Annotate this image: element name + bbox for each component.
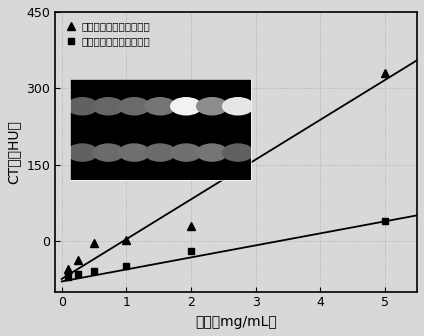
充填离子液体的二氧化锦	[66, 276, 71, 280]
充填离子液体的二氧化锦	[382, 219, 387, 223]
Line: 充填离子液体的二氧化锦: 充填离子液体的二氧化锦	[65, 218, 388, 281]
充填槐耳多糖的二氧化锦	[75, 258, 81, 262]
充填槐耳多糖的二氧化锦	[66, 267, 71, 271]
Line: 充填槐耳多糖的二氧化锦: 充填槐耳多糖的二氧化锦	[64, 69, 389, 273]
Legend: 充填槐耳多糖的二氧化锦, 充填离子液体的二氧化锦: 充填槐耳多糖的二氧化锦, 充填离子液体的二氧化锦	[61, 17, 154, 51]
充填离子液体的二氧化锦	[124, 264, 129, 268]
Y-axis label: CT値（HU）: CT値（HU）	[7, 120, 21, 184]
充填槐耳多糖的二氧化锦	[188, 223, 193, 227]
X-axis label: 浓度（mg/mL）: 浓度（mg/mL）	[195, 315, 277, 329]
充填槐耳多糖的二氧化锦	[92, 241, 97, 245]
充填槐耳多糖的二氧化锦	[382, 71, 387, 75]
充填槐耳多糖的二氧化锦	[124, 238, 129, 242]
充填离子液体的二氧化锦	[92, 269, 97, 273]
充填离子液体的二氧化锦	[188, 249, 193, 253]
充填离子液体的二氧化锦	[75, 272, 81, 276]
